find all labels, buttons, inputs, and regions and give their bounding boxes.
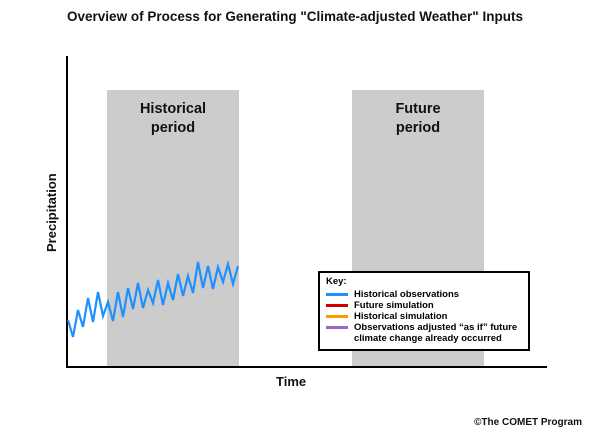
key-label: Observations adjusted “as if” future cli… (354, 322, 518, 344)
key-item-historical-observations: Historical observations (326, 289, 522, 300)
key-swatch-adjusted-observations (326, 326, 348, 329)
historical-period-label: Historical period (107, 100, 239, 138)
future-period-label: Future period (352, 100, 484, 138)
x-axis-label: Time (276, 374, 307, 389)
key-legend: Key: Historical observations Future simu… (318, 271, 530, 351)
key-label: Historical observations (354, 289, 460, 300)
key-label: Historical simulation (354, 311, 448, 322)
key-label: Future simulation (354, 300, 434, 311)
future-period-label-line1: Future (395, 101, 441, 117)
key-swatch-historical-observations (326, 293, 348, 296)
historical-period-label-line1: Historical (139, 101, 207, 117)
y-axis-label: Precipitation (44, 173, 59, 252)
future-period-label-line2: period (395, 120, 441, 136)
key-swatch-historical-simulation (326, 315, 348, 318)
historical-observations-line (66, 259, 240, 338)
key-swatch-future-simulation (326, 304, 348, 307)
key-item-future-simulation: Future simulation (326, 300, 522, 311)
historical-period-label-line2: period (150, 120, 196, 136)
key-item-adjusted-observations: Observations adjusted “as if” future cli… (326, 322, 522, 344)
key-item-historical-simulation: Historical simulation (326, 311, 522, 322)
key-title: Key: (326, 276, 347, 287)
credit-text: ©The COMET Program (474, 417, 582, 428)
diagram-title: Overview of Process for Generating "Clim… (67, 9, 523, 24)
historical-period-band (107, 90, 239, 366)
